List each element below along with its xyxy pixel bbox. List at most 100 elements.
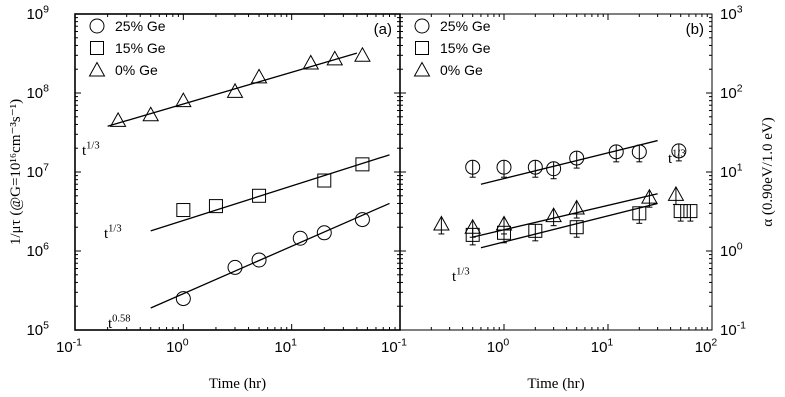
data-point: [250, 68, 268, 84]
x-tick-label: 10-1: [56, 336, 82, 356]
legend-marker-circle: [414, 18, 430, 34]
fit-line: [150, 154, 390, 232]
y-tick-label: 106: [26, 240, 49, 260]
x-tick-label-exponent: 1: [291, 336, 297, 348]
fit-line: [150, 202, 390, 309]
x-tick-label-exponent: 0: [503, 336, 509, 348]
legend-marker-triangle: [413, 61, 431, 77]
data-point: [464, 218, 482, 234]
data-point: [316, 225, 332, 241]
fit-label-base: t: [104, 226, 109, 242]
legend-label: 25% Ge: [440, 18, 491, 34]
x-tick-label: 10-1: [381, 336, 407, 356]
x-tick-label-base: 10: [274, 339, 291, 356]
data-point: [292, 230, 308, 246]
data-point: [226, 82, 244, 98]
y-tick-label-base: 10: [720, 85, 737, 102]
y-tick-label-base: 10: [26, 243, 43, 260]
data-point: [569, 220, 584, 235]
y-tick-label-exponent: 0: [737, 240, 743, 252]
data-point: [175, 291, 191, 307]
data-point: [495, 215, 513, 231]
data-point: [632, 206, 647, 221]
y-tick-label-exponent: 1: [737, 161, 743, 173]
x-tick-label-base: 10: [56, 339, 73, 356]
y-tick-label-exponent: 5: [43, 319, 49, 331]
data-point: [683, 204, 698, 219]
y-tick-label-base: 10: [26, 85, 43, 102]
fit-label: t0.58: [108, 313, 131, 332]
data-point: [355, 157, 370, 172]
y-tick-label: 100: [720, 240, 743, 260]
fit-label: t1/3: [452, 266, 470, 285]
legend: 25% Ge 15% Ge 0% Ge: [413, 18, 491, 78]
x-tick-label-base: 10: [591, 339, 608, 356]
y-tick-label-base: 10: [26, 164, 43, 181]
series-triangle: [433, 185, 685, 238]
panel-label: (b): [686, 21, 704, 38]
data-point: [631, 144, 647, 160]
data-point: [252, 188, 267, 203]
data-point: [208, 199, 223, 214]
y-tick-label-exponent: 2: [737, 82, 743, 94]
fit-label-exponent: 1/3: [108, 223, 121, 234]
legend-label: 15% Ge: [115, 40, 166, 56]
data-point: [227, 259, 243, 275]
series-square: t1/3: [452, 202, 698, 285]
data-point: [568, 199, 586, 215]
x-tick-label-base: 10: [166, 339, 183, 356]
y-axis-title: α (0.90eV/1.0 eV): [760, 117, 776, 227]
data-point: [433, 215, 450, 231]
y-tick-label-exponent: 8: [43, 82, 49, 94]
y-tick-label: 108: [26, 82, 49, 102]
fit-line: [480, 202, 658, 249]
x-axis-title: Time (hr): [209, 376, 266, 392]
data-point: [317, 173, 332, 188]
data-point: [251, 252, 267, 268]
data-point: [174, 92, 192, 108]
legend-marker-triangle: [88, 61, 106, 77]
fit-label-base: t: [668, 151, 673, 167]
fit-label-exponent: 0.58: [112, 313, 130, 324]
y-tick-label: 109: [26, 3, 49, 23]
data-point: [673, 204, 688, 219]
legend-marker-circle: [89, 18, 105, 34]
fit-label-exponent: 1/3: [672, 148, 685, 159]
fit-label: t1/3: [82, 140, 100, 159]
series-triangle: t1/3: [82, 46, 371, 159]
data-point: [641, 188, 658, 204]
x-tick-label-exponent: 2: [711, 336, 717, 348]
fit-label-base: t: [452, 269, 457, 285]
data-point: [465, 159, 481, 175]
fit-line: [472, 193, 658, 238]
fit-label: t1/3: [668, 148, 686, 167]
data-point: [545, 207, 562, 223]
data-point: [667, 185, 685, 201]
data-point: [142, 106, 160, 122]
data-point: [176, 203, 191, 218]
fit-label: t1/3: [104, 223, 122, 242]
y-tick-label: 10-1: [720, 319, 746, 339]
y-tick-label-exponent: -1: [737, 319, 746, 331]
y-tick-label-base: 10: [26, 322, 43, 339]
fit-label-exponent: 1/3: [456, 266, 469, 277]
fit-label-base: t: [82, 143, 87, 159]
x-tick-label: 101: [274, 336, 297, 356]
fit-label-exponent: 1/3: [86, 140, 99, 151]
y-tick-label-exponent: 6: [43, 240, 49, 252]
y-tick-label-base: 10: [720, 322, 737, 339]
legend-marker-square: [415, 41, 429, 55]
data-point: [527, 159, 543, 175]
data-point: [326, 50, 344, 66]
y-tick-label: 107: [26, 161, 49, 181]
y-tick-label: 101: [720, 161, 743, 181]
y-tick-label-exponent: 9: [43, 3, 49, 15]
x-tick-label-exponent: 1: [607, 336, 613, 348]
legend-label: 15% Ge: [440, 40, 491, 56]
x-axis-title: Time (hr): [527, 376, 584, 392]
data-point: [109, 111, 127, 127]
fit-label-base: t: [108, 316, 113, 332]
data-point: [546, 161, 562, 177]
legend-label: 0% Ge: [440, 62, 483, 78]
